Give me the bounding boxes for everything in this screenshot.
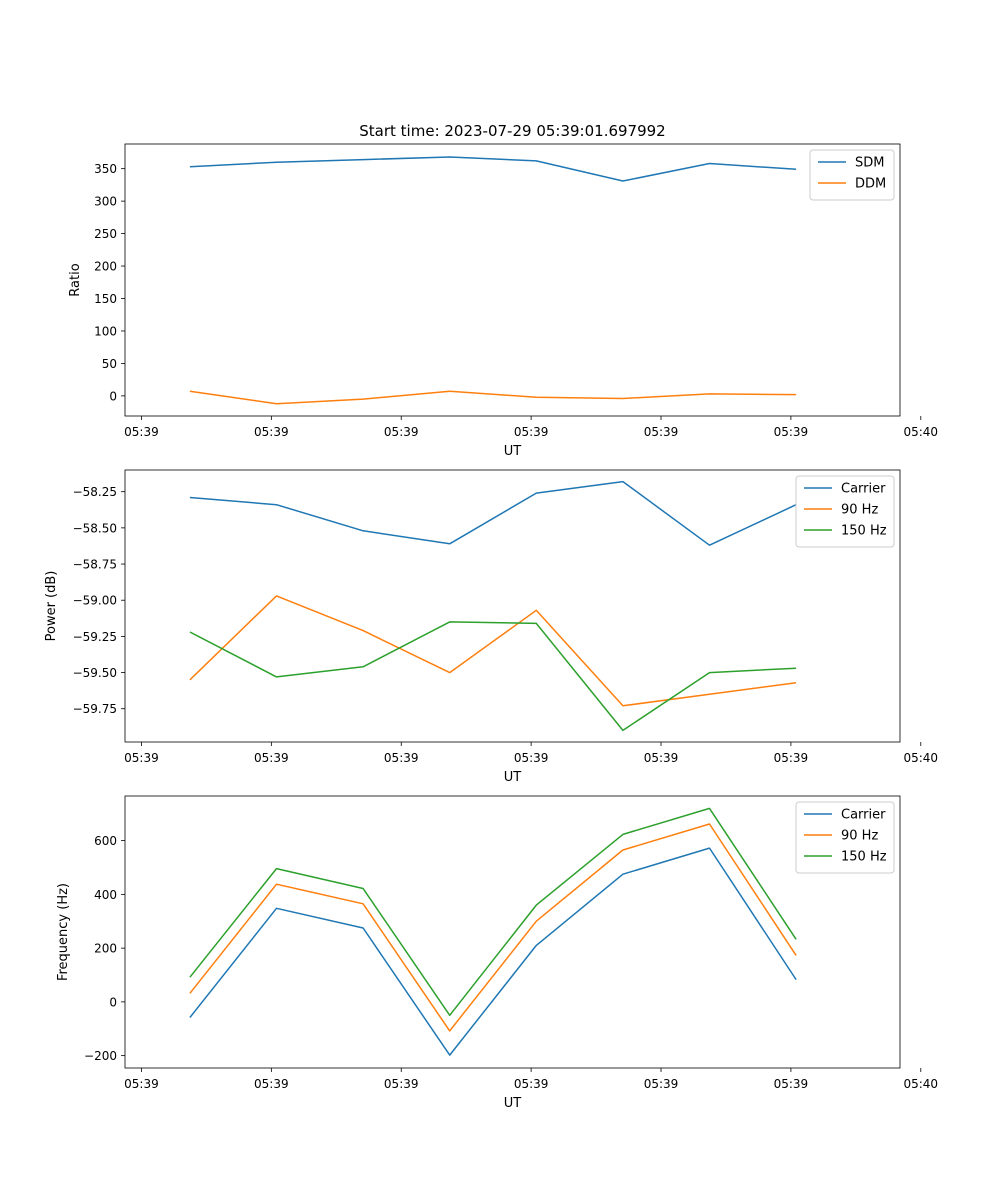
y-tick-label: −58.25 xyxy=(73,485,117,499)
x-tick-label: 05:39 xyxy=(514,425,549,439)
y-tick-label: 200 xyxy=(94,260,117,274)
legend-label: 90 Hz xyxy=(841,829,878,844)
power-panel: 05:39 05:39 05:39 05:39 05:39 05:39 05:40 −59.7… xyxy=(44,469,938,785)
y-tick-label: −200 xyxy=(84,1049,117,1063)
x-tick-label: 05:39 xyxy=(514,1077,549,1091)
y-tick-label: −58.50 xyxy=(73,521,117,535)
legend-label: Carrier xyxy=(841,482,886,497)
x-axis-label: UT xyxy=(504,770,522,785)
legend-label: DDM xyxy=(855,177,886,192)
x-tick-label: 05:39 xyxy=(644,1077,679,1091)
y-axis-label: Power (dB) xyxy=(44,571,59,642)
x-tick-label: 05:39 xyxy=(514,751,549,765)
x-tick-label: 05:40 xyxy=(903,751,938,765)
frequency-panel: 05:39 05:39 05:39 05:39 05:39 05:39 05:40 −200 0… xyxy=(56,795,938,1111)
series-line-150-hz xyxy=(189,621,797,732)
x-tick-label: 05:39 xyxy=(774,425,809,439)
x-tick-label: 05:39 xyxy=(124,1077,159,1091)
x-tick-label: 05:39 xyxy=(774,1077,809,1091)
series-line-90-hz xyxy=(189,595,797,707)
y-tick-label: 50 xyxy=(102,357,117,371)
y-tick-label: −59.00 xyxy=(73,594,117,608)
y-tick-label: 0 xyxy=(109,389,117,403)
series-line-sdm xyxy=(189,156,797,182)
y-tick-label: 200 xyxy=(94,942,117,956)
y-tick-label: 600 xyxy=(94,834,117,848)
legend-label: Carrier xyxy=(841,808,886,823)
y-tick-label: 400 xyxy=(94,888,117,902)
x-tick-label: 05:40 xyxy=(903,425,938,439)
series-line-ddm xyxy=(189,390,797,405)
y-tick-label: 350 xyxy=(94,162,117,176)
legend: SDM DDM xyxy=(809,149,895,201)
x-tick-label: 05:39 xyxy=(254,751,289,765)
y-tick-label: −58.75 xyxy=(73,558,117,572)
y-axis-label: Frequency (Hz) xyxy=(56,883,71,981)
x-tick-label: 05:39 xyxy=(124,751,159,765)
x-tick-label: 05:40 xyxy=(903,1077,938,1091)
axes-frame xyxy=(124,795,901,1069)
series-line-90-hz xyxy=(189,823,797,1032)
chart-title: Start time: 2023-07-29 05:39:01.697992 xyxy=(359,122,665,140)
x-tick-label: 05:39 xyxy=(644,751,679,765)
axes-frame xyxy=(124,469,901,743)
y-tick-label: 300 xyxy=(94,195,117,209)
x-tick-label: 05:39 xyxy=(124,425,159,439)
y-axis-label: Ratio xyxy=(68,263,83,296)
y-tick-label: 250 xyxy=(94,227,117,241)
y-tick-label: −59.50 xyxy=(73,666,117,680)
x-tick-label: 05:39 xyxy=(384,1077,419,1091)
x-tick-label: 05:39 xyxy=(644,425,679,439)
y-tick-label: 100 xyxy=(94,324,117,338)
x-tick-label: 05:39 xyxy=(384,751,419,765)
y-tick-label: 0 xyxy=(109,995,117,1009)
x-tick-label: 05:39 xyxy=(254,1077,289,1091)
legend-label: 90 Hz xyxy=(841,503,878,518)
x-axis-label: UT xyxy=(504,1096,522,1111)
legend: Carrier 90 Hz 150 Hz xyxy=(795,475,895,548)
ratio-panel: 05:39 05:39 05:39 05:39 05:39 05:39 05:40 0 50 10… xyxy=(68,143,938,459)
legend-label: SDM xyxy=(855,156,884,171)
legend-label: 150 Hz xyxy=(841,524,887,539)
legend: Carrier 90 Hz 150 Hz xyxy=(795,801,895,874)
x-tick-label: 05:39 xyxy=(254,425,289,439)
y-tick-label: −59.75 xyxy=(73,702,117,716)
series-line-carrier xyxy=(189,847,797,1056)
axes-frame xyxy=(124,143,901,417)
y-tick-label: 150 xyxy=(94,292,117,306)
series-line-150-hz xyxy=(189,807,797,1017)
series-line-carrier xyxy=(189,480,797,546)
x-tick-label: 05:39 xyxy=(384,425,419,439)
x-tick-label: 05:39 xyxy=(774,751,809,765)
legend-label: 150 Hz xyxy=(841,850,887,865)
y-tick-label: −59.25 xyxy=(73,630,117,644)
x-axis-label: UT xyxy=(504,444,522,459)
